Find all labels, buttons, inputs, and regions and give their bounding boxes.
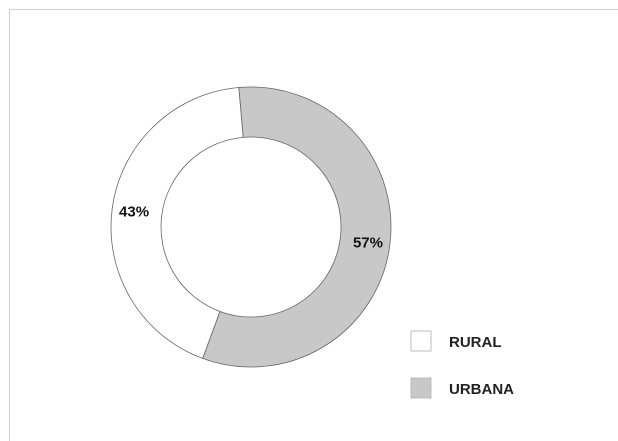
slice-label-rural: 43% (119, 203, 149, 220)
chart-legend: RURAL URBANA (410, 330, 514, 399)
legend-label-urbana: URBANA (449, 381, 514, 398)
chart-frame (9, 9, 618, 441)
legend-swatch-urbana (410, 377, 432, 399)
legend-label-rural: RURAL (449, 334, 502, 351)
legend-swatch-rural (410, 330, 432, 352)
slice-urbana (202, 86, 392, 368)
slice-label-urbana: 57% (353, 235, 383, 252)
slice-rural (110, 87, 244, 359)
chart-slices (110, 86, 392, 368)
chart-slice-labels: 57% 43% (119, 203, 383, 251)
